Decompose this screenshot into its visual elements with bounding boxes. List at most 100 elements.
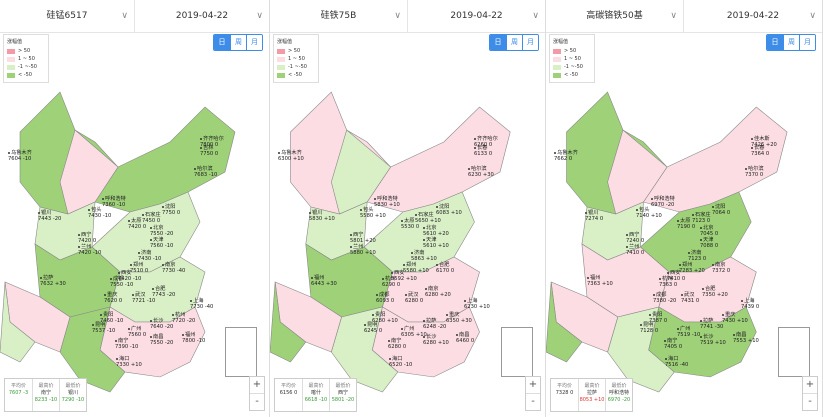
city-label[interactable]: 重庆 6350 +30 [446, 312, 472, 324]
tab-day[interactable]: 日 [767, 35, 783, 50]
city-label[interactable]: 西安 5592 +10 [391, 270, 417, 282]
city-label[interactable]: 长沙 7519 +10 [700, 334, 726, 346]
city-label[interactable]: 兰州 7420 -10 [78, 244, 101, 256]
city-label[interactable]: 乌鲁木齐 7662 0 [554, 150, 578, 162]
city-label[interactable]: 福州 6443 +30 [311, 275, 337, 287]
city-label[interactable]: 天津 7088 0 [700, 237, 718, 249]
tab-week[interactable]: 周 [506, 35, 522, 50]
city-label[interactable]: 成都 7380 -20 [653, 292, 676, 304]
city-label[interactable]: 昆明 6245 0 [364, 322, 382, 334]
city-label[interactable]: 海口 6520 -10 [389, 356, 412, 368]
city-label[interactable]: 长沙 7640 -20 [150, 318, 173, 330]
product-select[interactable]: 高碳铬铁50基 ∨ [546, 0, 684, 32]
city-label[interactable]: 南京 6280 +20 [425, 286, 451, 298]
city-label[interactable]: 南京 7372 0 [712, 262, 730, 274]
city-label[interactable]: 武汉 7431 0 [681, 292, 699, 304]
province-region[interactable] [546, 281, 583, 363]
city-label[interactable]: 成都 7550 -10 [110, 276, 133, 288]
city-label[interactable]: 北京 7550 -20 [150, 225, 173, 237]
city-label[interactable]: 济南 7123 0 [688, 250, 706, 262]
city-label[interactable]: 福州 7800 -10 [182, 332, 205, 344]
city-label[interactable]: 兰州 5880 +10 [350, 244, 376, 256]
city-label[interactable]: 南昌 6460 0 [456, 332, 474, 344]
city-label[interactable]: 南京 7730 -40 [162, 262, 185, 274]
china-map[interactable] [270, 32, 546, 417]
city-label[interactable]: 南宁 7390 -10 [115, 338, 138, 350]
city-label[interactable]: 呼和浩特 7360 -10 [102, 196, 126, 208]
tab-day[interactable]: 日 [214, 35, 230, 50]
city-label[interactable]: 乌鲁木齐 7604 -10 [8, 150, 32, 162]
city-label[interactable]: 合肥 6170 0 [436, 262, 454, 274]
city-label[interactable]: 沈阳 6083 +10 [436, 204, 462, 216]
city-label[interactable]: 银川 5830 +10 [309, 210, 335, 222]
city-label[interactable]: 西宁 5801 +20 [350, 232, 376, 244]
city-label[interactable]: 天津 7560 -10 [150, 237, 173, 249]
city-label[interactable]: 乌鲁木齐 6300 +10 [278, 150, 304, 162]
city-label[interactable]: 杭州 7720 -20 [172, 312, 195, 324]
product-select[interactable]: 硅锰6517 ∨ [0, 0, 135, 32]
date-select[interactable]: 2019-04-22 ∨ [135, 0, 269, 32]
zoom-in-button[interactable]: + [252, 379, 262, 390]
city-label[interactable]: 重庆 7620 0 [104, 292, 122, 304]
date-select[interactable]: 2019-04-22 ∨ [684, 0, 822, 32]
city-label[interactable]: 沈阳 7750 0 [162, 204, 180, 216]
city-label[interactable]: 福州 7363 +10 [587, 275, 613, 287]
city-label[interactable]: 贵阳 7387 0 [649, 312, 667, 324]
city-label[interactable]: 贵阳 6280 +10 [372, 312, 398, 324]
tab-month[interactable]: 月 [522, 35, 538, 50]
city-label[interactable]: 成都 6093 0 [376, 292, 394, 304]
tab-week[interactable]: 周 [230, 35, 246, 50]
date-select[interactable]: 2019-04-22 ∨ [408, 0, 545, 32]
city-label[interactable]: 西宁 7420 0 [78, 232, 96, 244]
city-label[interactable]: 昆明 7128 0 [640, 322, 658, 334]
city-label[interactable]: 上海 6230 +10 [464, 298, 490, 310]
city-label[interactable]: 广州 6305 +10 [401, 326, 427, 338]
tab-month[interactable]: 月 [246, 35, 262, 50]
city-label[interactable]: 拉萨 7741 -30 [700, 318, 723, 330]
city-label[interactable]: 长春 6133 0 [474, 145, 492, 157]
city-label[interactable]: 广州 7519 -10 [677, 326, 700, 338]
city-label[interactable]: 呼和浩特 6970 -20 [651, 196, 675, 208]
city-label[interactable]: 太原 7420 0 [128, 218, 146, 230]
city-label[interactable]: 上海 7730 -40 [190, 298, 213, 310]
china-map[interactable] [0, 32, 270, 417]
city-label[interactable]: 包头 7140 +10 [636, 207, 662, 219]
city-label[interactable]: 海口 7330 +10 [116, 356, 142, 368]
city-label[interactable]: 北京 5610 +20 [423, 225, 449, 237]
city-label[interactable]: 拉萨 6248 -20 [423, 318, 446, 330]
tab-month[interactable]: 月 [799, 35, 815, 50]
province-region[interactable] [0, 281, 36, 363]
city-label[interactable]: 石家庄 5650 +10 [415, 212, 441, 224]
city-label[interactable]: 哈尔滨 7370 0 [745, 166, 764, 178]
city-label[interactable]: 武汉 7721 -10 [132, 292, 155, 304]
city-label[interactable]: 拉萨 7632 +30 [40, 275, 66, 287]
city-label[interactable]: 杭州 7363 0 [659, 276, 677, 288]
city-label[interactable]: 北京 7045 0 [700, 225, 718, 237]
city-label[interactable]: 石家庄 7123 0 [692, 212, 711, 224]
city-label[interactable]: 太原 7190 0 [677, 218, 695, 230]
city-label[interactable]: 长沙 6280 +10 [423, 334, 449, 346]
province-region[interactable] [270, 281, 307, 363]
tab-week[interactable]: 周 [783, 35, 799, 50]
city-label[interactable]: 长春 7364 0 [751, 145, 769, 157]
city-label[interactable]: 太原 5530 0 [401, 218, 419, 230]
city-label[interactable]: 合肥 7350 +20 [702, 286, 728, 298]
city-label[interactable]: 南宁 7405 0 [664, 338, 682, 350]
zoom-in-button[interactable]: + [805, 379, 815, 390]
city-label[interactable]: 昆明 7537 -10 [92, 322, 115, 334]
city-label[interactable]: 天津 5610 +10 [423, 237, 449, 249]
zoom-out-button[interactable]: - [250, 393, 264, 410]
city-label[interactable]: 海口 7516 -40 [665, 356, 688, 368]
city-label[interactable]: 上海 7439 0 [741, 298, 759, 310]
city-label[interactable]: 合肥 7743 -20 [152, 286, 175, 298]
product-select[interactable]: 硅铁75B ∨ [270, 0, 408, 32]
city-label[interactable]: 武汉 6280 0 [405, 292, 423, 304]
city-label[interactable]: 南昌 7553 +10 [733, 332, 759, 344]
city-label[interactable]: 广州 7560 0 [128, 326, 146, 338]
city-label[interactable]: 银川 7274 0 [585, 210, 603, 222]
city-label[interactable]: 沈阳 7064 0 [712, 204, 730, 216]
city-label[interactable]: 包头 7430 -10 [88, 207, 111, 219]
city-label[interactable]: 济南 5863 +10 [411, 250, 437, 262]
city-label[interactable]: 石家庄 7450 0 [142, 212, 161, 224]
city-label[interactable]: 杭州 6290 0 [382, 276, 400, 288]
